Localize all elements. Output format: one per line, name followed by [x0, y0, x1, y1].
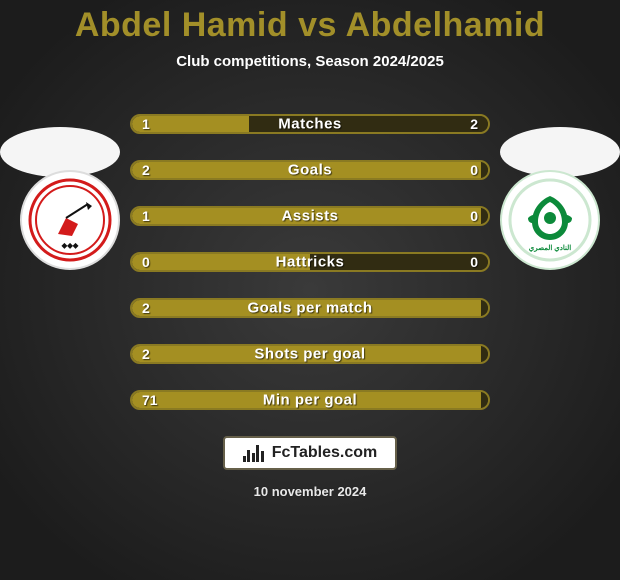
subtitle: Club competitions, Season 2024/2025 — [176, 53, 444, 70]
stat-bar-right — [481, 300, 488, 316]
stat-value-left: 1 — [142, 208, 150, 224]
club-left-icon: ⬥⬥⬥ — [28, 178, 112, 262]
stat-row: 71 Min per goal — [130, 390, 490, 410]
stat-label: Goals — [288, 162, 332, 179]
stat-value-left: 0 — [142, 254, 150, 270]
stat-value-right: 0 — [470, 162, 478, 178]
page-title: Abdel Hamid vs Abdelhamid — [75, 6, 545, 45]
svg-text:⬥⬥⬥: ⬥⬥⬥ — [61, 241, 79, 250]
stat-bar-right — [481, 162, 488, 178]
stat-value-left: 2 — [142, 162, 150, 178]
stat-row: 0 0 Hattricks — [130, 252, 490, 272]
footer-date: 10 november 2024 — [254, 484, 367, 499]
player-left-placeholder — [0, 127, 120, 177]
stat-value-left: 71 — [142, 392, 158, 408]
stat-value-left: 2 — [142, 346, 150, 362]
stat-value-right: 2 — [470, 116, 478, 132]
stat-row: 2 Shots per goal — [130, 344, 490, 364]
comparison-card: Abdel Hamid vs Abdelhamid Club competiti… — [0, 0, 620, 580]
stat-label: Matches — [278, 116, 342, 133]
stat-label: Hattricks — [276, 254, 345, 271]
stat-bar-right — [481, 208, 488, 224]
bars-icon — [243, 445, 264, 462]
svg-text:النادي المصري: النادي المصري — [529, 244, 571, 253]
footer-logo: FcTables.com — [223, 436, 398, 470]
stat-value-left: 1 — [142, 116, 150, 132]
stat-bars: 1 2 Matches 2 0 Goals 1 0 Assists 0 0 Hattricks 2 Goa… — [130, 114, 490, 410]
footer-logo-text: FcTables.com — [272, 444, 378, 462]
stat-bar-right — [481, 346, 488, 362]
stat-bar-right — [481, 392, 488, 408]
stat-label: Shots per goal — [254, 346, 365, 363]
stat-row: 1 2 Matches — [130, 114, 490, 134]
stat-value-right: 0 — [470, 208, 478, 224]
stat-label: Min per goal — [263, 392, 357, 409]
stat-label: Goals per match — [247, 300, 372, 317]
stat-value-right: 0 — [470, 254, 478, 270]
stat-row: 1 0 Assists — [130, 206, 490, 226]
stat-row: 2 0 Goals — [130, 160, 490, 180]
club-badge-right: النادي المصري — [500, 170, 600, 270]
stat-value-left: 2 — [142, 300, 150, 316]
club-right-icon: النادي المصري — [508, 178, 592, 262]
club-badge-left: ⬥⬥⬥ — [20, 170, 120, 270]
stat-label: Assists — [282, 208, 339, 225]
player-right-placeholder — [500, 127, 620, 177]
stat-row: 2 Goals per match — [130, 298, 490, 318]
